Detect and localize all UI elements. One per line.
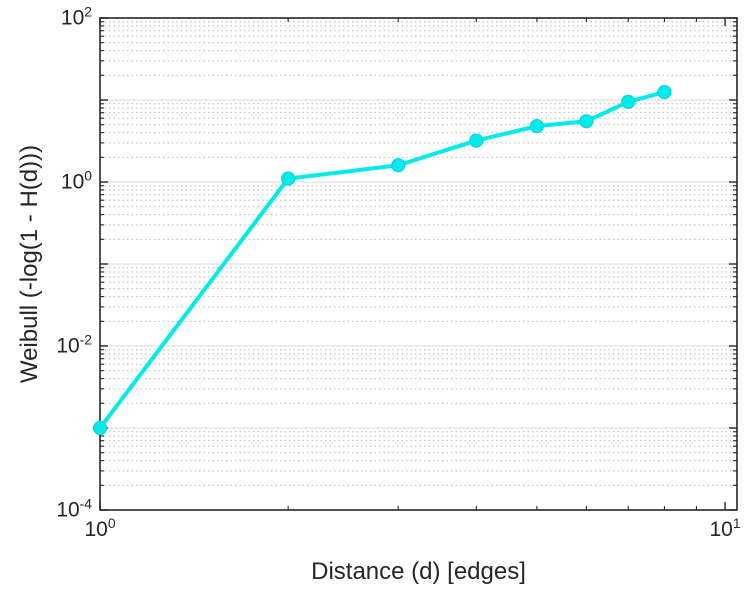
- y-tick-label: 10-4: [56, 495, 92, 522]
- data-point-marker: [529, 119, 544, 134]
- y-tick-label: 10-2: [56, 331, 92, 358]
- y-tick-label: 102: [60, 3, 92, 30]
- axis-ticks: [99, 17, 737, 511]
- data-point-marker: [657, 84, 672, 100]
- series-line: [98, 90, 667, 430]
- series-markers: [92, 84, 672, 436]
- y-tick-label: 100: [60, 167, 92, 194]
- data-point-marker: [579, 114, 594, 129]
- data-point-marker: [281, 171, 296, 186]
- major-grid-lines: [100, 99, 737, 429]
- data-point-marker: [621, 94, 636, 109]
- data-point-marker: [92, 420, 108, 436]
- minor-grid-lines: [100, 21, 737, 486]
- data-point-marker: [391, 158, 406, 173]
- x-tick-label: 100: [84, 515, 116, 541]
- x-axis-label: Distance (d) [edges]: [311, 558, 526, 585]
- data-point-marker: [469, 133, 484, 148]
- x-tick-label: 101: [709, 515, 741, 541]
